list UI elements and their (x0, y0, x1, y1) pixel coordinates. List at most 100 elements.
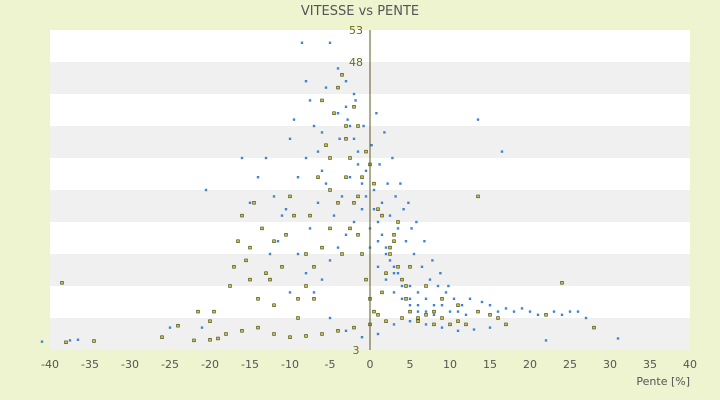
data-point (252, 201, 256, 205)
data-point (396, 227, 400, 230)
data-point (576, 310, 580, 313)
data-point (432, 309, 436, 314)
data-point (304, 156, 308, 160)
data-point (439, 272, 442, 275)
data-point (92, 339, 96, 343)
data-point (276, 240, 280, 243)
data-point (328, 156, 332, 160)
data-point (336, 246, 340, 249)
data-point (447, 284, 450, 288)
data-point (324, 182, 328, 185)
data-point (408, 309, 412, 314)
x-tick-label: 40 (683, 358, 697, 371)
data-point (372, 309, 376, 314)
data-point (320, 131, 324, 134)
x-tick-label: -25 (161, 358, 179, 371)
data-point (76, 338, 80, 341)
series-yellow (60, 73, 596, 345)
data-point (320, 245, 324, 250)
data-point (408, 297, 412, 300)
data-point (284, 233, 288, 237)
y-axis-ticks: 3 48 53 (349, 24, 363, 357)
data-point (354, 99, 357, 102)
data-point (280, 214, 284, 217)
data-point (268, 277, 272, 282)
data-point (552, 310, 556, 313)
data-point (344, 233, 348, 236)
data-point (488, 304, 492, 307)
data-point (208, 319, 212, 323)
data-point (320, 332, 324, 336)
data-point (328, 316, 332, 320)
data-point (272, 332, 276, 336)
data-point (384, 271, 388, 275)
data-point (348, 156, 352, 160)
data-point (364, 195, 368, 198)
x-tick-label: -10 (281, 358, 299, 371)
data-point (440, 304, 444, 307)
data-point (324, 143, 328, 147)
data-point (316, 201, 320, 204)
data-point (436, 284, 440, 288)
x-tick-label: -30 (121, 358, 139, 371)
data-point (464, 322, 468, 327)
y-tick-label: 48 (349, 56, 363, 69)
data-point (372, 208, 376, 211)
data-point (376, 265, 380, 268)
data-point (396, 265, 400, 269)
data-point (272, 303, 276, 307)
data-point (584, 316, 588, 320)
data-point (432, 313, 436, 316)
data-point (256, 325, 260, 330)
data-point (356, 150, 360, 153)
data-point (372, 188, 376, 192)
data-point (388, 214, 392, 217)
data-point (504, 322, 508, 327)
data-point (248, 201, 252, 204)
data-point (432, 322, 436, 327)
data-point (292, 118, 296, 121)
data-point (399, 182, 402, 185)
x-tick-label: -15 (241, 358, 259, 371)
data-point (360, 208, 364, 211)
data-point (376, 240, 380, 243)
data-point (464, 313, 468, 316)
data-point (372, 181, 376, 186)
data-point (408, 320, 412, 323)
data-point (196, 309, 200, 314)
data-point (304, 284, 308, 288)
data-point (272, 195, 276, 198)
data-point (370, 144, 373, 147)
data-point (424, 297, 428, 300)
data-point (423, 240, 426, 243)
data-point (568, 310, 572, 313)
data-point (432, 304, 436, 307)
data-point (356, 194, 360, 199)
data-point (212, 309, 216, 314)
data-point (64, 340, 68, 345)
data-point (288, 137, 292, 140)
data-point (332, 214, 336, 217)
data-point (456, 303, 460, 307)
x-axis-title: Pente [%] (636, 375, 690, 388)
data-point (364, 277, 368, 282)
data-point (391, 156, 394, 160)
x-tick-label: 10 (443, 358, 457, 371)
data-point (216, 336, 220, 341)
data-point (392, 239, 396, 243)
data-point (232, 265, 236, 269)
data-point (292, 213, 296, 218)
data-point (160, 335, 164, 339)
data-point (236, 239, 240, 243)
data-point (348, 226, 352, 231)
data-point (60, 281, 64, 285)
data-point (448, 310, 452, 313)
data-point (476, 309, 480, 314)
data-point (328, 259, 332, 262)
x-tick-label: -35 (81, 358, 99, 371)
data-point (428, 278, 432, 281)
data-point (288, 194, 292, 199)
data-point (316, 175, 320, 179)
data-point (338, 137, 341, 140)
data-point (384, 278, 388, 281)
